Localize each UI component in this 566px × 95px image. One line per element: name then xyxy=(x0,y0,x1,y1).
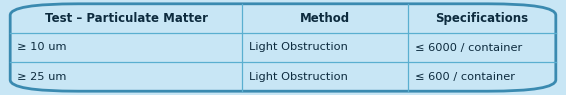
FancyBboxPatch shape xyxy=(10,4,556,91)
Text: ≤ 600 / container: ≤ 600 / container xyxy=(415,72,515,82)
Text: ≥ 25 um: ≥ 25 um xyxy=(17,72,66,82)
Text: Light Obstruction: Light Obstruction xyxy=(249,72,348,82)
Text: Light Obstruction: Light Obstruction xyxy=(249,42,348,53)
Text: Specifications: Specifications xyxy=(436,12,529,25)
Text: ≥ 10 um: ≥ 10 um xyxy=(17,42,66,53)
Text: Test – Particulate Matter: Test – Particulate Matter xyxy=(45,12,208,25)
Text: Method: Method xyxy=(300,12,350,25)
Text: ≤ 6000 / container: ≤ 6000 / container xyxy=(415,42,522,53)
